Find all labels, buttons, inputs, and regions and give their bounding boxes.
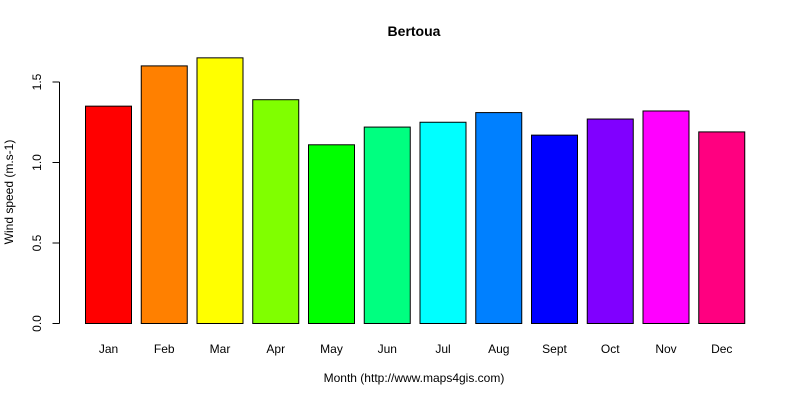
x-tick-label: Mar (210, 342, 231, 356)
x-axis-label: Month (http://www.maps4gis.com) (324, 371, 505, 385)
x-tick-label: Apr (266, 342, 285, 356)
x-tick-label: Dec (711, 342, 732, 356)
bar-aug (475, 112, 523, 324)
y-axis: 0.0 0.5 1.0 1.5 (30, 73, 60, 332)
bar-jul (419, 121, 467, 324)
bar-sept (531, 134, 578, 324)
y-tick-label: 1.5 (30, 73, 44, 90)
bar-jan (85, 105, 132, 325)
bar-oct (586, 118, 634, 324)
x-tick-label: Nov (655, 342, 676, 356)
bar-may (308, 144, 355, 324)
x-tick-label: Oct (601, 342, 620, 356)
x-tick-label: Jan (99, 342, 118, 356)
x-tick-label: Sept (542, 342, 567, 356)
y-axis-label: Wind speed (m.s-1) (2, 140, 16, 245)
bars (85, 57, 746, 325)
x-tick-label: Aug (488, 342, 509, 356)
x-tick-label: May (320, 342, 343, 356)
y-tick-label: 0.0 (30, 315, 44, 332)
bar-nov (642, 110, 690, 325)
bar-feb (140, 65, 188, 325)
x-tick-label: Jul (435, 342, 450, 356)
bar-jun (363, 126, 411, 324)
x-tick-label: Jun (378, 342, 397, 356)
chart-title: Bertoua (388, 23, 441, 39)
x-tick-label: Feb (154, 342, 175, 356)
bar-dec (698, 131, 746, 324)
bar-mar (196, 57, 244, 324)
y-tick-label: 0.5 (30, 234, 44, 251)
y-tick-label: 1.0 (30, 154, 44, 171)
x-axis-tick-labels: Jan Feb Mar Apr May Jun Jul Aug Sept Oct Nov Dec (99, 342, 733, 356)
bar-apr (252, 99, 300, 324)
